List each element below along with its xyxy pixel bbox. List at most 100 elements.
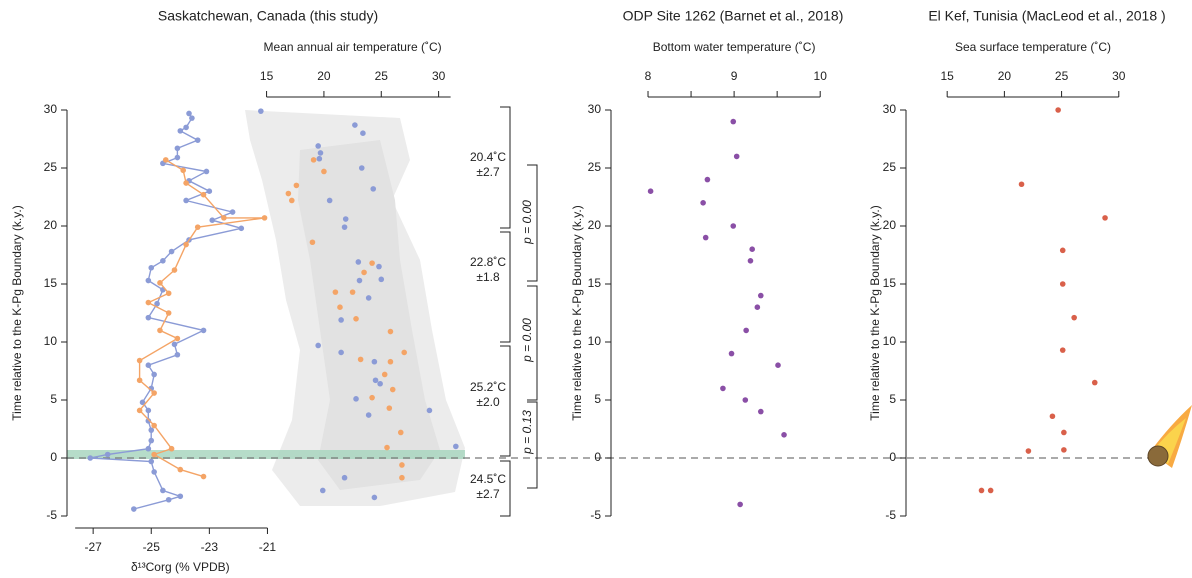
- data-point: [1061, 447, 1067, 453]
- interval-label: 24.5˚C: [470, 472, 506, 486]
- data-point: [1102, 215, 1108, 221]
- data-point: [1059, 247, 1066, 254]
- data-point: [145, 314, 152, 321]
- data-point: [139, 399, 146, 406]
- data-point: [647, 188, 654, 194]
- y-tick-label: 25: [588, 160, 602, 174]
- y-tick-label: -5: [590, 508, 601, 522]
- data-point: [356, 277, 363, 284]
- data-point: [747, 258, 754, 264]
- data-point: [372, 377, 379, 384]
- data-point: [160, 258, 166, 264]
- bracket: [500, 106, 511, 517]
- x-tick-label: -21: [259, 540, 277, 554]
- data-point: [309, 239, 316, 246]
- y-tick-label: 15: [883, 276, 897, 290]
- data-point: [341, 224, 348, 230]
- y-axis-label: Time relative to the K-Pg Boundary (k.y.…: [10, 205, 24, 420]
- x-tick-label: -25: [143, 540, 161, 554]
- data-point: [369, 394, 375, 401]
- data-point: [397, 429, 404, 436]
- data-point: [162, 157, 169, 163]
- data-point: [737, 501, 743, 508]
- x-tick-label: -23: [201, 540, 219, 554]
- data-point: [426, 407, 433, 414]
- interval-label: 25.2˚C: [470, 380, 506, 394]
- data-point: [978, 487, 985, 494]
- y-tick-label: -5: [46, 508, 57, 522]
- data-point: [1059, 281, 1066, 287]
- data-point: [238, 225, 245, 232]
- data-point: [293, 182, 300, 189]
- data-point: [1018, 181, 1025, 188]
- interval-label: 20.4˚C: [470, 150, 506, 164]
- data-point: [200, 473, 207, 480]
- data-point: [399, 462, 405, 468]
- data-point: [145, 299, 152, 306]
- data-point: [165, 310, 172, 316]
- data-point: [160, 487, 166, 494]
- data-point: [168, 248, 175, 255]
- data-point: [174, 351, 181, 358]
- data-point: [338, 349, 344, 356]
- data-point: [387, 358, 394, 365]
- x-tick-label: 10: [814, 69, 828, 83]
- data-point: [365, 295, 372, 301]
- y-tick-label: 20: [588, 218, 602, 232]
- data-point: [151, 469, 157, 475]
- data-point: [186, 110, 192, 117]
- data-point: [1071, 314, 1077, 321]
- data-point: [151, 371, 157, 378]
- data-point: [194, 224, 201, 230]
- y-tick-label: 5: [50, 392, 57, 406]
- data-point: [148, 427, 155, 433]
- y-tick-label: 0: [50, 450, 57, 464]
- interval-label: ±2.7: [476, 165, 500, 179]
- data-point: [165, 290, 172, 297]
- data-point: [148, 264, 155, 271]
- data-point: [319, 487, 326, 494]
- data-point: [177, 493, 184, 500]
- data-point: [180, 167, 187, 174]
- data-point: [183, 241, 189, 248]
- data-point: [352, 122, 358, 128]
- x-tick-label: 9: [731, 69, 738, 83]
- data-point: [332, 289, 339, 295]
- data-point: [316, 155, 323, 162]
- data-point: [730, 223, 737, 229]
- bracket: [527, 164, 538, 489]
- y-tick-label: 15: [44, 276, 58, 290]
- data-point: [704, 176, 711, 183]
- data-point: [338, 317, 344, 323]
- data-point: [1091, 379, 1098, 386]
- data-point: [353, 396, 359, 402]
- data-point: [341, 474, 348, 481]
- y-tick-label: 25: [883, 160, 897, 174]
- y-tick-label: 10: [588, 334, 602, 348]
- data-point: [183, 197, 189, 204]
- x-tick-label: 15: [260, 69, 274, 83]
- data-point: [183, 180, 189, 186]
- data-point: [376, 263, 382, 270]
- data-point: [168, 445, 175, 452]
- data-point: [742, 397, 749, 403]
- data-point: [315, 143, 321, 149]
- data-point: [987, 487, 994, 494]
- p-value: p = 0.13: [520, 410, 534, 455]
- x-axis-label: Mean annual air temperature (˚C): [264, 40, 442, 54]
- y-axis-label: Time relative to the K-Pg Boundary (k.y.…: [570, 205, 584, 420]
- data-point: [355, 259, 362, 265]
- data-point: [369, 260, 375, 266]
- data-point: [148, 437, 155, 444]
- data-point: [377, 380, 383, 387]
- data-point: [183, 124, 189, 131]
- data-point: [145, 418, 152, 424]
- series-line: [138, 159, 265, 478]
- interval-label: 22.8˚C: [470, 255, 506, 269]
- data-point: [358, 165, 365, 171]
- y-tick-label: 15: [588, 276, 602, 290]
- data-point: [720, 385, 726, 392]
- x-tick-label: 25: [1055, 69, 1069, 83]
- data-point: [174, 145, 181, 152]
